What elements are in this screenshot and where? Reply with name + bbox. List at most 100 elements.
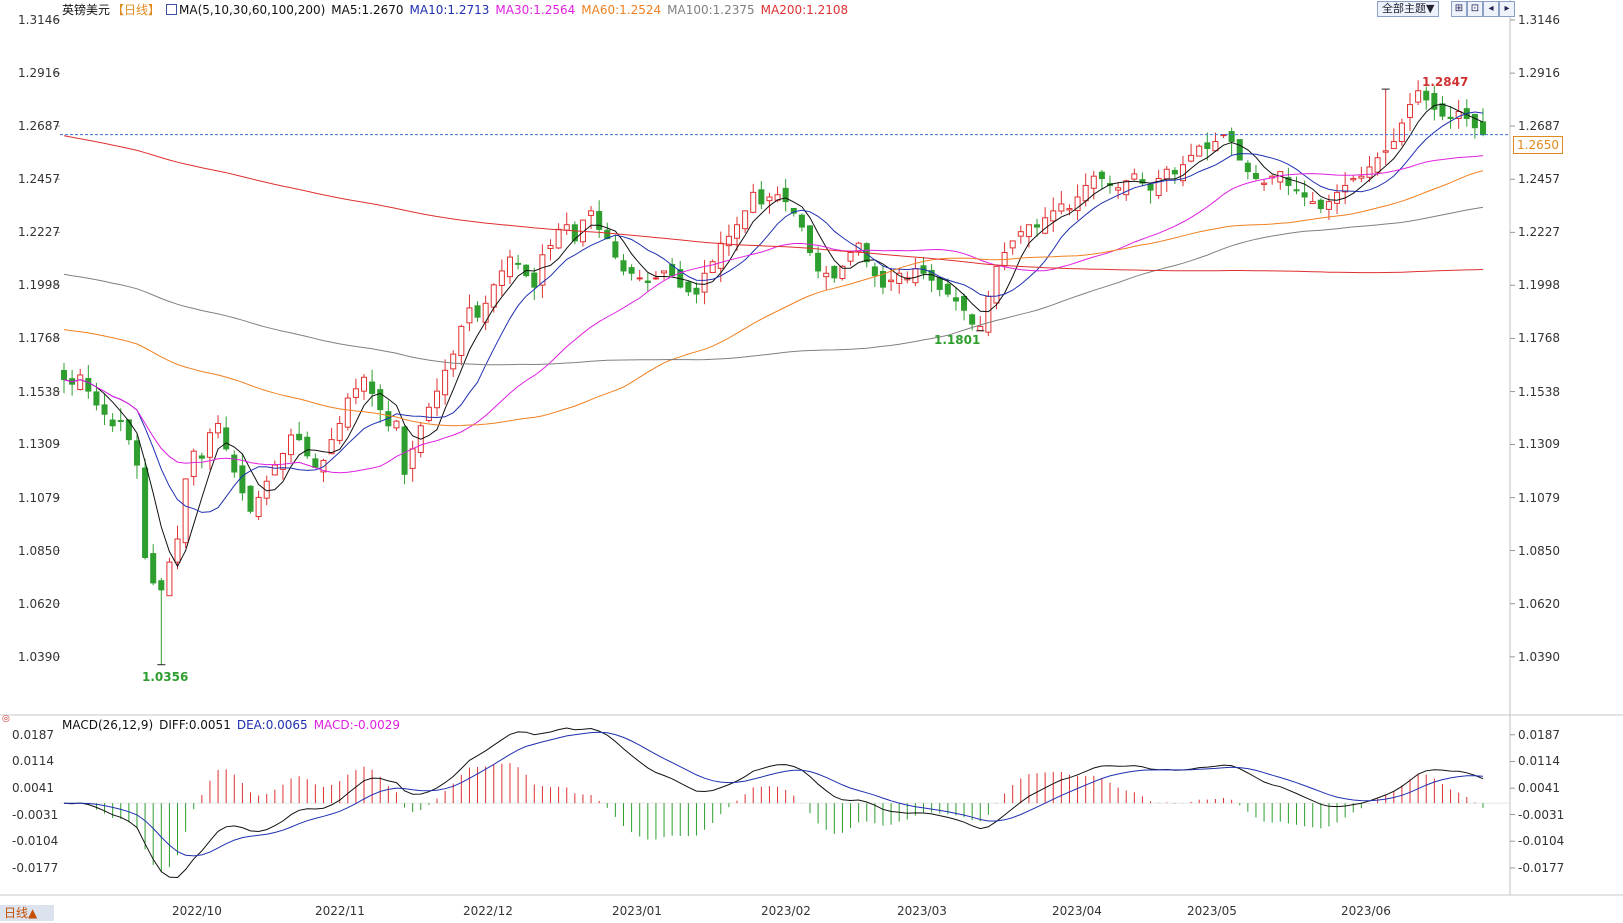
ma-params: MA(5,10,30,60,100,200)	[179, 3, 326, 17]
candle-body	[336, 422, 343, 441]
candle-body	[839, 265, 846, 279]
candle-body	[60, 369, 68, 381]
macd-title: MACD(26,12,9)	[62, 718, 154, 732]
next-icon[interactable]: ▸	[1499, 1, 1515, 17]
axis-tick-label: 1.3146	[1518, 13, 1560, 27]
candle-body	[1042, 217, 1049, 234]
candle-body	[685, 281, 692, 293]
candle-body	[1407, 104, 1414, 118]
time-axis-label: 2023/04	[1052, 904, 1102, 918]
expand-icon[interactable]: ⊞	[1451, 1, 1467, 17]
candle-body	[1155, 178, 1162, 196]
candle-body	[1139, 179, 1146, 184]
ma-value-5: MA200:1.2108	[760, 3, 849, 17]
candle-body	[1090, 175, 1097, 189]
candle-body	[661, 270, 668, 274]
candle-body	[555, 228, 562, 249]
high-price-label: 1.2847	[1422, 75, 1469, 89]
candle-body	[539, 254, 546, 286]
candle-body	[369, 381, 376, 394]
candle-body	[733, 224, 741, 239]
ma-legend: 英镑美元 【日线】 MA(5,10,30,60,100,200) MA5:1.2670…	[62, 1, 860, 19]
candle-body	[1293, 189, 1300, 192]
candle-body	[993, 265, 1000, 304]
candle-body	[117, 420, 124, 423]
instrument-name: 英镑美元	[62, 3, 111, 17]
candle-body	[150, 553, 157, 584]
axis-tick-label: 1.1998	[1518, 278, 1560, 293]
macd-diff-line	[63, 727, 1484, 879]
period-tag: 【日线】	[112, 3, 161, 17]
fullscreen-icon[interactable]: ⊡	[1467, 1, 1483, 17]
axis-tick-label: 1.1309	[1518, 437, 1560, 452]
candle-body	[1479, 121, 1487, 136]
candle-body	[1252, 173, 1259, 180]
axis-tick-label: 0.0187	[1518, 727, 1560, 742]
candle-body	[1025, 224, 1032, 238]
candle-body	[1350, 178, 1357, 181]
candle-body	[433, 390, 441, 409]
axis-tick-label: 0.0114	[1518, 754, 1560, 769]
axis-tick-label: 1.0390	[18, 649, 60, 664]
prev-icon[interactable]: ◂	[1483, 1, 1499, 17]
candle-body	[109, 419, 116, 427]
candle-body	[985, 295, 992, 333]
candle-body	[296, 433, 303, 441]
candle-body	[628, 267, 635, 274]
time-axis-label: 2022/11	[315, 904, 365, 918]
ma-value-1: MA10:1.2713	[409, 3, 490, 17]
axis-tick-label: 1.2227	[1518, 225, 1560, 240]
candle-body	[815, 252, 822, 272]
candle-body	[742, 210, 749, 230]
axis-tick-label: -0.0031	[12, 807, 59, 822]
candle-body	[474, 305, 481, 318]
axis-tick-label: 1.2916	[1518, 66, 1560, 81]
legend-box-icon	[166, 4, 178, 15]
candle-body	[944, 283, 951, 295]
axis-tick-label: 0.0187	[12, 727, 54, 742]
candle-body	[871, 266, 878, 277]
candle-body	[93, 391, 100, 406]
time-axis-label: 2023/06	[1341, 904, 1391, 918]
candle-body	[798, 214, 805, 228]
macd-marker-icon: ◎	[2, 714, 10, 724]
candle-body	[1374, 157, 1381, 173]
time-axis-label: 2023/02	[761, 904, 811, 918]
candle-body	[725, 235, 732, 247]
candle-body	[855, 242, 862, 252]
candle-body	[596, 211, 603, 230]
axis-tick-label: 1.2227	[18, 225, 60, 240]
candle-body	[1366, 166, 1373, 178]
axis-tick-label: -0.0104	[1518, 834, 1565, 849]
candle-body	[1301, 192, 1308, 198]
candle-body	[498, 270, 505, 287]
candle-body	[888, 279, 895, 283]
candle-body	[563, 224, 570, 231]
candle-body	[1034, 224, 1041, 228]
axis-tick-label: 1.2687	[1518, 119, 1560, 134]
candle-body	[1196, 145, 1203, 157]
candle-body	[1123, 180, 1130, 196]
candle-body	[1017, 231, 1024, 237]
candle-body	[1147, 183, 1154, 191]
axis-tick-label: 1.1538	[18, 384, 60, 399]
candle-body	[969, 314, 976, 325]
candle-body	[458, 325, 465, 357]
ma-values: MA5:1.2670 MA10:1.2713 MA30:1.2564 MA60:1.2…	[331, 3, 854, 17]
candle-body	[515, 262, 522, 265]
candle-body	[1236, 139, 1243, 161]
candle-body	[912, 268, 919, 284]
axis-tick-label: -0.0177	[1518, 860, 1565, 875]
macd-dea-line	[63, 731, 1484, 857]
candle-body	[1074, 196, 1081, 212]
axis-tick-label: 1.1079	[18, 490, 60, 505]
time-axis-label: 2022/12	[463, 904, 513, 918]
candle-body	[182, 478, 189, 544]
period-button[interactable]: 日线▲	[0, 905, 54, 921]
candle-body	[547, 245, 554, 249]
theme-dropdown[interactable]: 全部主题▼	[1377, 1, 1440, 17]
time-axis-label: 2023/05	[1187, 904, 1237, 918]
axis-tick-label: 1.3146	[18, 13, 60, 27]
